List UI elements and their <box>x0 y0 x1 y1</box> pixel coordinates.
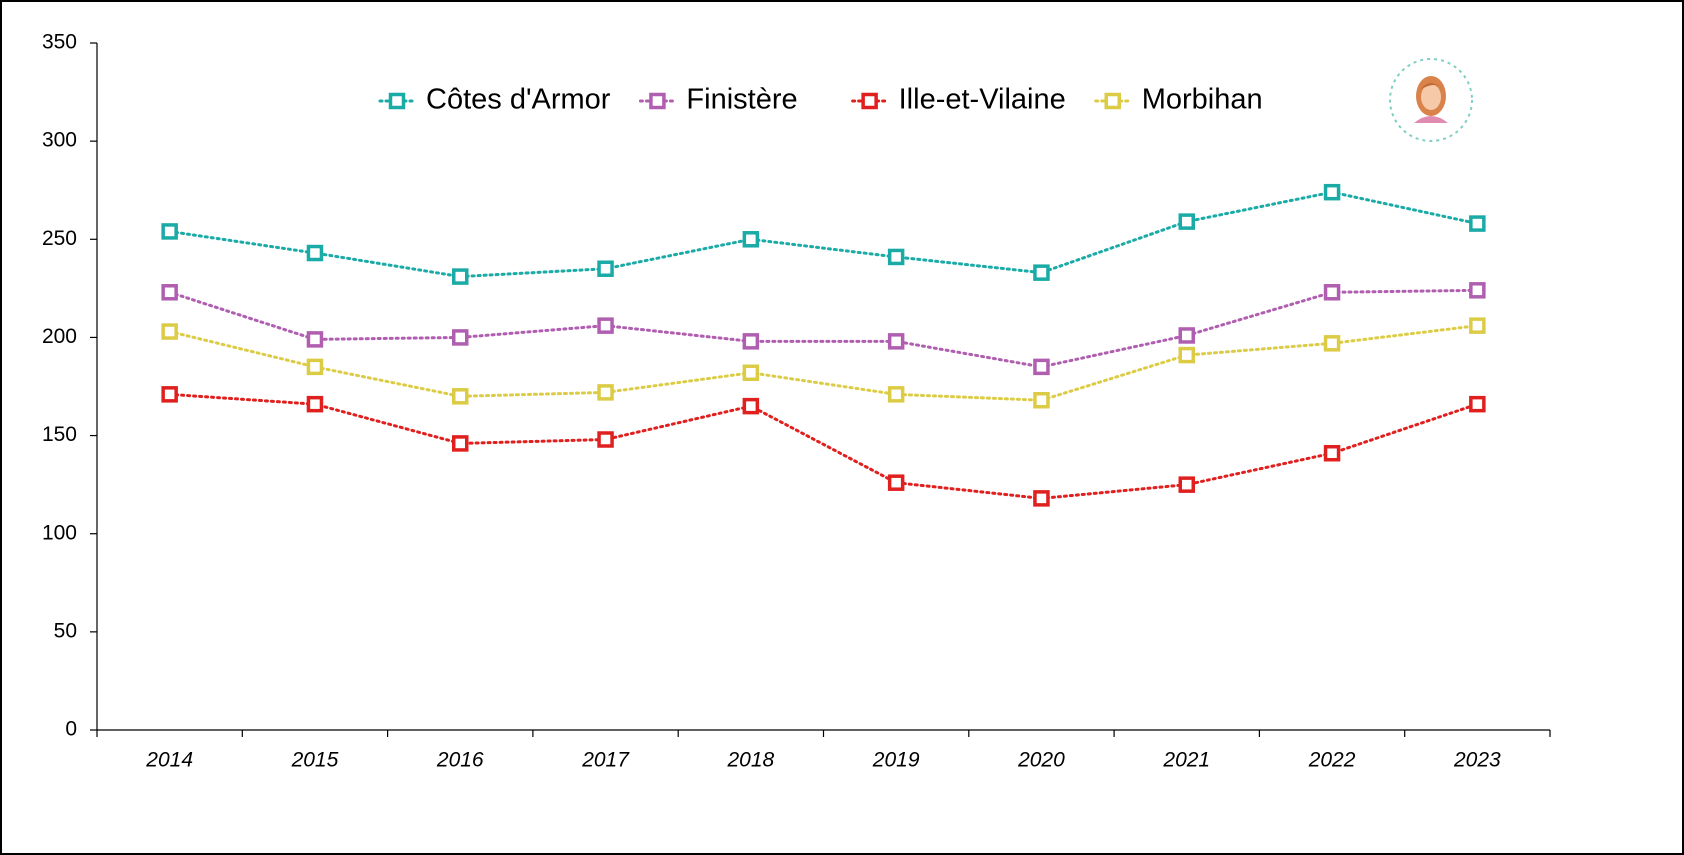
marker <box>744 335 757 348</box>
marker <box>1180 329 1193 342</box>
marker <box>1180 478 1193 491</box>
x-tick-label: 2019 <box>872 749 920 772</box>
marker <box>163 225 176 238</box>
y-tick-label: 100 <box>42 521 77 544</box>
marker <box>599 386 612 399</box>
marker <box>308 360 321 373</box>
chart-border <box>1 1 1683 854</box>
marker <box>163 388 176 401</box>
legend-label: Morbihan <box>1142 84 1263 116</box>
y-tick-label: 250 <box>42 227 77 250</box>
marker <box>1035 266 1048 279</box>
marker <box>454 390 467 403</box>
marker <box>1106 95 1119 108</box>
marker <box>651 95 664 108</box>
marker <box>1326 286 1339 299</box>
marker <box>163 286 176 299</box>
marker <box>1471 284 1484 297</box>
legend-label: Ille-et-Vilaine <box>899 84 1066 116</box>
marker <box>1326 337 1339 350</box>
y-tick-label: 50 <box>54 619 77 642</box>
marker <box>454 331 467 344</box>
legend-label: Finistère <box>686 84 797 116</box>
page: {"chart_data": {"type": "line", "categor… <box>0 0 1684 855</box>
marker <box>744 366 757 379</box>
x-tick-label: 2015 <box>291 749 339 772</box>
y-tick-label: 300 <box>42 129 77 152</box>
marker <box>454 270 467 283</box>
y-tick-label: 350 <box>42 31 77 54</box>
y-tick-label: 200 <box>42 325 77 348</box>
marker <box>744 233 757 246</box>
x-tick-label: 2018 <box>726 749 774 772</box>
y-tick-label: 150 <box>42 423 77 446</box>
x-tick-label: 2020 <box>1017 749 1065 772</box>
marker <box>1180 349 1193 362</box>
marker <box>599 262 612 275</box>
marker <box>890 250 903 263</box>
x-tick-label: 2022 <box>1308 749 1356 772</box>
legend-label: Côtes d'Armor <box>426 84 611 116</box>
marker <box>890 476 903 489</box>
x-tick-label: 2021 <box>1162 749 1210 772</box>
marker <box>308 247 321 260</box>
marker <box>1326 186 1339 199</box>
marker <box>1471 398 1484 411</box>
x-tick-label: 2014 <box>145 749 193 772</box>
marker <box>1035 394 1048 407</box>
marker <box>863 95 876 108</box>
marker <box>890 335 903 348</box>
marker <box>1326 447 1339 460</box>
marker <box>391 95 404 108</box>
marker <box>308 333 321 346</box>
marker <box>308 398 321 411</box>
y-tick-label: 0 <box>65 718 77 741</box>
marker <box>890 388 903 401</box>
marker <box>1180 215 1193 228</box>
marker <box>1471 319 1484 332</box>
marker <box>1035 360 1048 373</box>
marker <box>163 325 176 338</box>
marker <box>1471 217 1484 230</box>
marker <box>454 437 467 450</box>
marker <box>744 400 757 413</box>
x-tick-label: 2023 <box>1453 749 1501 772</box>
marker <box>599 319 612 332</box>
x-tick-label: 2017 <box>581 749 630 772</box>
chart: 0 50 100 150 200 250 300 350 2014 2015 2016 2017 201… <box>0 0 1684 855</box>
marker <box>1035 492 1048 505</box>
x-tick-label: 2016 <box>436 749 484 772</box>
marker <box>599 433 612 446</box>
